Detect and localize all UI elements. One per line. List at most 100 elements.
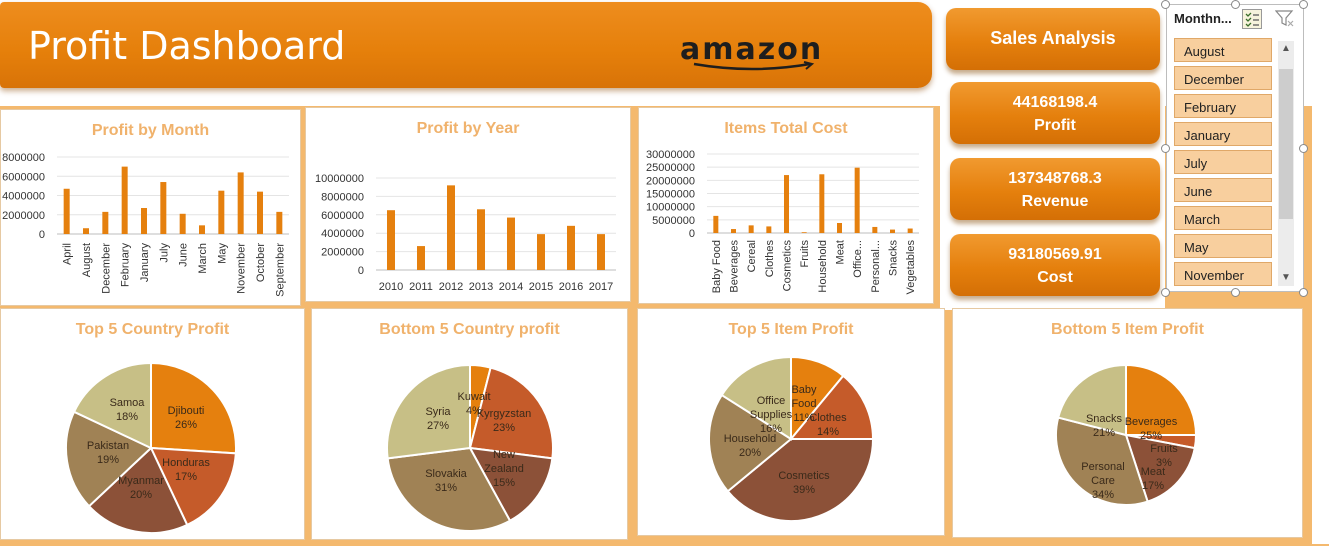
scrollbar-thumb[interactable] (1279, 69, 1293, 219)
slice-label: Meat (1141, 466, 1165, 478)
x-tick-label: Snacks (888, 240, 900, 277)
bar[interactable] (160, 182, 167, 234)
resize-handle[interactable] (1299, 288, 1308, 297)
revenue-value: 137348768.3 (1008, 170, 1102, 187)
bar[interactable] (713, 215, 719, 233)
slice-percent: 17% (175, 471, 197, 483)
slice-label: Myanmar (118, 475, 164, 487)
scroll-down-icon[interactable]: ▼ (1281, 272, 1291, 283)
slicer-item[interactable]: November (1174, 262, 1272, 286)
slice-percent: 18% (116, 411, 138, 423)
bar[interactable] (179, 213, 186, 234)
bar[interactable] (890, 229, 895, 233)
bar[interactable] (537, 234, 545, 270)
pie-slice[interactable] (150, 361, 237, 455)
slicer-item[interactable]: June (1174, 178, 1272, 202)
x-tick-label: Baby Food (711, 240, 723, 293)
bar[interactable] (417, 246, 425, 270)
x-tick-label: October (255, 243, 267, 282)
pie-slice[interactable] (87, 446, 189, 534)
bar[interactable] (102, 211, 109, 234)
bar-chart-svg: 10000000 8000000 6000000 4000000 2000000 0 201… (315, 173, 616, 293)
sales-analysis-button[interactable]: Sales Analysis (946, 8, 1160, 70)
bar[interactable] (257, 191, 263, 234)
pie-chart-svg: Djibouti 26% Honduras 17% Myanmar 20% Pakistan… (65, 361, 237, 534)
bar[interactable] (387, 210, 395, 270)
bar[interactable] (819, 174, 825, 233)
pie-slice[interactable] (72, 361, 152, 450)
bar[interactable] (121, 166, 128, 234)
x-tick-label: Cosmetics (782, 240, 794, 292)
bar[interactable] (766, 226, 772, 233)
resize-handle[interactable] (1299, 144, 1308, 153)
pie-slice[interactable] (1055, 416, 1149, 506)
bar[interactable] (854, 167, 860, 233)
y-tick-label: 5000000 (652, 215, 695, 227)
slicer-scrollbar[interactable]: ▲ ▼ (1278, 41, 1294, 286)
pie-slice[interactable] (149, 446, 237, 527)
multi-select-icon[interactable] (1242, 9, 1262, 29)
slice-percent: 20% (130, 489, 152, 501)
bar[interactable] (507, 217, 515, 270)
resize-handle[interactable] (1231, 0, 1240, 9)
pie-slice[interactable] (468, 446, 554, 523)
pie-slice[interactable] (65, 410, 153, 508)
bar[interactable] (907, 228, 913, 233)
resize-handle[interactable] (1161, 0, 1170, 9)
bar[interactable] (748, 225, 754, 233)
bar[interactable] (199, 225, 205, 234)
bar[interactable] (872, 226, 878, 233)
slicer-item[interactable]: February (1174, 94, 1272, 118)
profit-by-month-chart[interactable]: Profit by Month 8000000 6000000 4000000 200… (0, 109, 301, 306)
bar[interactable] (218, 190, 225, 234)
items-total-cost-chart[interactable]: Items Total Cost 30000000 25000000 2000000… (638, 107, 934, 304)
scroll-up-icon[interactable]: ▲ (1281, 43, 1291, 54)
slicer-item[interactable]: July (1174, 150, 1272, 174)
bar[interactable] (477, 209, 485, 270)
slicer-item[interactable]: March (1174, 206, 1272, 230)
bar[interactable] (63, 188, 70, 234)
month-slicer[interactable]: Monthn... August December February Janua… (1166, 4, 1304, 292)
pie-slice[interactable] (708, 393, 793, 493)
bar[interactable] (447, 185, 455, 270)
pie-slice[interactable] (1125, 363, 1198, 436)
bottom-5-item-profit-chart[interactable]: Bottom 5 Item Profit Beverages 25% Fruits 3… (952, 308, 1303, 538)
pie-slice[interactable] (386, 446, 512, 532)
bar[interactable] (801, 232, 807, 233)
bar[interactable] (83, 228, 89, 234)
slicer-item[interactable]: December (1174, 66, 1272, 90)
pie-slice[interactable] (1056, 363, 1127, 437)
pie-slice[interactable] (720, 355, 792, 441)
bar[interactable] (731, 229, 736, 233)
pie-slice[interactable] (468, 366, 554, 460)
top-5-item-profit-chart[interactable]: Top 5 Item Profit Baby Food 11% Clothes 14% C… (637, 308, 945, 536)
bar[interactable] (597, 234, 605, 270)
slice-label: Zealand (484, 463, 524, 475)
pie-slice[interactable] (788, 374, 875, 440)
pie-slice[interactable] (726, 438, 875, 522)
resize-handle[interactable] (1231, 288, 1240, 297)
bar[interactable] (567, 225, 575, 270)
x-tick-label: February (120, 243, 132, 288)
profit-by-year-chart[interactable]: Profit by Year 10000000 8000000 6000000 400… (305, 107, 631, 302)
bar[interactable] (784, 175, 789, 233)
slicer-item[interactable]: August (1174, 38, 1272, 62)
slice-label: Office (757, 395, 786, 407)
slice-label: Care (1091, 475, 1115, 487)
resize-handle[interactable] (1161, 144, 1170, 153)
x-tick-label: September (274, 243, 286, 297)
bar[interactable] (237, 172, 244, 234)
bar[interactable] (276, 211, 283, 234)
bar[interactable] (837, 222, 842, 233)
resize-handle[interactable] (1161, 288, 1170, 297)
slicer-item[interactable]: January (1174, 122, 1272, 146)
clear-filter-icon[interactable] (1274, 10, 1295, 33)
top-5-country-profit-chart[interactable]: Top 5 Country Profit Djibouti 26% Honduras… (0, 308, 305, 540)
resize-handle[interactable] (1299, 0, 1308, 9)
slicer-item[interactable]: May (1174, 234, 1272, 258)
pie-slice[interactable] (386, 363, 471, 460)
cost-kpi-card: 93180569.91 Cost (950, 234, 1160, 296)
bar[interactable] (141, 208, 147, 234)
chart-title: Bottom 5 Country profit (379, 321, 560, 338)
bottom-5-country-profit-chart[interactable]: Bottom 5 Country profit Kuwait 4% Kyrgyzst… (311, 308, 628, 540)
